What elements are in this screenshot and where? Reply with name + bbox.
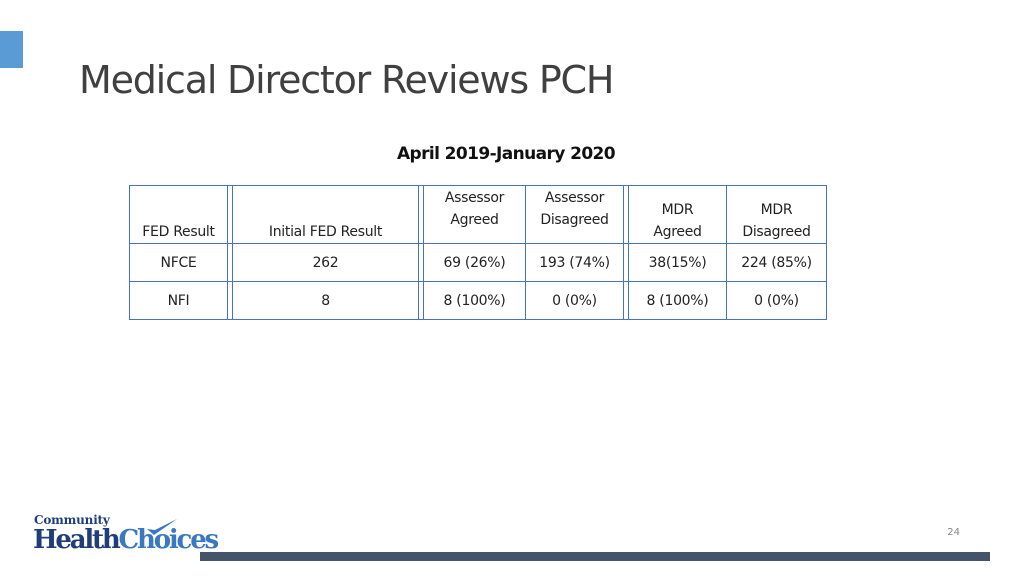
slide-subtitle: April 2019-January 2020: [396, 144, 616, 164]
table-header-row: FED Result Initial FED Result Assessor A…: [129, 185, 827, 244]
footer-bar: [200, 552, 990, 561]
header-line: Agreed: [450, 212, 499, 228]
table-row: NFCE 262 69 (26%) 193 (74%) 38(15%) 224 …: [129, 243, 827, 282]
header-mdr-agreed: MDR Agreed: [628, 185, 727, 244]
header-line: MDR: [760, 202, 793, 218]
cell-assessor-disagreed: 0 (0%): [525, 281, 624, 320]
header-assessor-disagreed: Assessor Disagreed: [525, 185, 624, 244]
results-table: FED Result Initial FED Result Assessor A…: [129, 185, 827, 320]
cell-mdr-disagreed: 224 (85%): [726, 243, 827, 282]
header-assessor-agreed: Assessor Agreed: [423, 185, 526, 244]
cell-initial-fed-result: 8: [232, 281, 419, 320]
cell-assessor-agreed: 8 (100%): [423, 281, 526, 320]
cell-initial-fed-result: 262: [232, 243, 419, 282]
header-fed-result: FED Result: [129, 185, 228, 244]
header-initial-fed-result: Initial FED Result: [232, 185, 419, 244]
accent-square: [0, 31, 23, 68]
header-line: Disagreed: [742, 224, 811, 240]
header-line: Disagreed: [540, 212, 609, 228]
cell-mdr-disagreed: 0 (0%): [726, 281, 827, 320]
cell-assessor-disagreed: 193 (74%): [525, 243, 624, 282]
logo-checkmark-icon: [147, 519, 177, 535]
cell-assessor-agreed: 69 (26%): [423, 243, 526, 282]
cell-mdr-agreed: 8 (100%): [628, 281, 727, 320]
cell-fed-result: NFI: [129, 281, 228, 320]
results-table-container: FED Result Initial FED Result Assessor A…: [129, 185, 827, 320]
page-number: 24: [947, 527, 960, 538]
header-mdr-disagreed: MDR Disagreed: [726, 185, 827, 244]
header-line: MDR: [661, 202, 694, 218]
header-line: Assessor: [444, 190, 505, 206]
header-line: Assessor: [544, 190, 605, 206]
cell-fed-result: NFCE: [129, 243, 228, 282]
logo-community-text: Community: [34, 513, 110, 527]
table-row: NFI 8 8 (100%) 0 (0%) 8 (100%) 0 (0%): [129, 281, 827, 320]
community-healthchoices-logo: Community HealthChoices: [33, 513, 219, 559]
logo-choices-text: Choices: [118, 525, 220, 555]
header-line: Agreed: [653, 224, 702, 240]
logo-health-text: Health: [33, 525, 121, 555]
logo-wordmark: HealthChoices: [33, 525, 220, 555]
cell-mdr-agreed: 38(15%): [628, 243, 727, 282]
slide-title: Medical Director Reviews PCH: [79, 58, 614, 102]
